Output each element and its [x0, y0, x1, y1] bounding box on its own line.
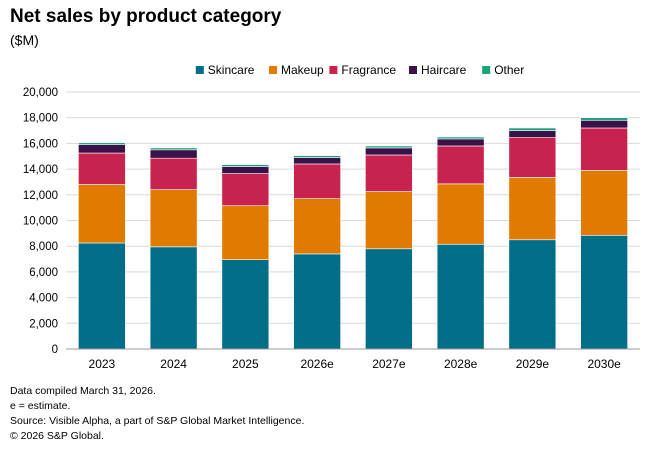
- bar-other-2028e: [436, 136, 485, 140]
- footnotes: Data compiled March 31, 2026. e = estima…: [10, 384, 304, 444]
- bar-makeup-2030e: [580, 170, 628, 236]
- chart-title: Net sales by product category: [10, 6, 282, 27]
- y-tick-label: 20,000: [23, 87, 58, 99]
- x-tick-label: 2024: [160, 357, 187, 371]
- legend-label-haircare: Haircare: [421, 63, 467, 77]
- bar-makeup-2028e: [436, 183, 485, 245]
- footnote-estimate: e = estimate.: [10, 400, 71, 412]
- bar-haircare-2029e: [508, 130, 557, 138]
- bar-skincare-2023: [78, 242, 126, 350]
- bar-skincare-2024: [149, 246, 198, 350]
- legend-label-makeup: Makeup: [281, 63, 324, 77]
- y-tick-label: 8,000: [29, 241, 58, 253]
- y-tick-label: 4,000: [29, 293, 58, 305]
- bar-fragrance-2025: [221, 173, 270, 207]
- bar-makeup-2025: [221, 205, 270, 260]
- legend-swatch-haircare: [409, 66, 417, 74]
- bar-haircare-2025: [221, 166, 270, 174]
- bar-skincare-2027e: [365, 248, 413, 350]
- y-tick-label: 0: [52, 344, 58, 356]
- bar-fragrance-2028e: [436, 145, 485, 185]
- legend-label-fragrance: Fragrance: [341, 63, 396, 77]
- bar-skincare-2029e: [508, 239, 557, 350]
- x-tick-label: 2028e: [444, 357, 478, 371]
- bar-haircare-2028e: [436, 138, 485, 147]
- bar-makeup-2029e: [508, 177, 557, 241]
- bar-fragrance-2023: [78, 152, 126, 185]
- bar-fragrance-2027e: [365, 154, 413, 192]
- bar-makeup-2023: [78, 184, 126, 244]
- bar-skincare-2030e: [580, 234, 628, 350]
- bar-makeup-2024: [149, 189, 198, 248]
- bar-haircare-2023: [78, 144, 126, 154]
- footnote-date: Data compiled March 31, 2026.: [10, 385, 156, 397]
- legend-swatch-fragrance: [329, 66, 338, 74]
- bar-fragrance-2024: [149, 157, 198, 190]
- bar-makeup-2027e: [365, 191, 413, 250]
- x-tick-label: 2030e: [587, 357, 621, 371]
- legend-label-skincare: Skincare: [208, 63, 255, 77]
- footnote-copyright: © 2026 S&P Global.: [10, 430, 104, 442]
- legend-swatch-makeup: [269, 66, 277, 74]
- bar-haircare-2026e: [293, 157, 341, 165]
- stacked-bar-chart: 0 2,000 4,000 6,000 8,000 10,000 12,000 14,000 1…: [23, 63, 640, 371]
- x-tick-label: 2026e: [300, 357, 334, 371]
- chart-subtitle: ($M): [10, 32, 39, 48]
- bar-makeup-2026e: [293, 198, 341, 255]
- bar-other-2026e: [293, 155, 341, 158]
- bar-fragrance-2026e: [293, 163, 341, 199]
- bar-other-2025: [221, 164, 270, 167]
- y-tick-label: 12,000: [23, 190, 58, 202]
- bar-haircare-2030e: [580, 119, 628, 129]
- y-tick-label: 16,000: [23, 138, 58, 150]
- bar-skincare-2025: [221, 259, 270, 350]
- bar-haircare-2027e: [365, 147, 413, 156]
- legend-label-other: Other: [494, 63, 524, 77]
- bar-other-2024: [149, 147, 198, 151]
- y-tick-label: 14,000: [23, 164, 58, 176]
- bar-fragrance-2029e: [508, 137, 557, 178]
- y-tick-label: 18,000: [23, 113, 58, 125]
- footnote-source: Source: Visible Alpha, a part of S&P Glo…: [10, 415, 305, 427]
- y-tick-label: 10,000: [23, 216, 58, 228]
- x-tick-label: 2023: [89, 357, 116, 371]
- x-tick-label: 2025: [232, 357, 259, 371]
- bar-fragrance-2030e: [580, 127, 628, 171]
- bar-other-2027e: [365, 145, 413, 149]
- y-tick-label: 2,000: [29, 318, 58, 330]
- legend-swatch-other: [482, 66, 491, 74]
- bar-other-2030e: [580, 117, 628, 121]
- bar-skincare-2028e: [436, 243, 485, 350]
- x-tick-label: 2029e: [516, 357, 550, 371]
- y-tick-label: 6,000: [29, 267, 58, 279]
- bar-skincare-2026e: [293, 253, 341, 350]
- bar-other-2023: [78, 142, 126, 145]
- bar-haircare-2024: [149, 149, 198, 159]
- bar-other-2029e: [508, 127, 557, 131]
- x-tick-label: 2027e: [372, 357, 406, 371]
- legend-swatch-skincare: [195, 66, 204, 74]
